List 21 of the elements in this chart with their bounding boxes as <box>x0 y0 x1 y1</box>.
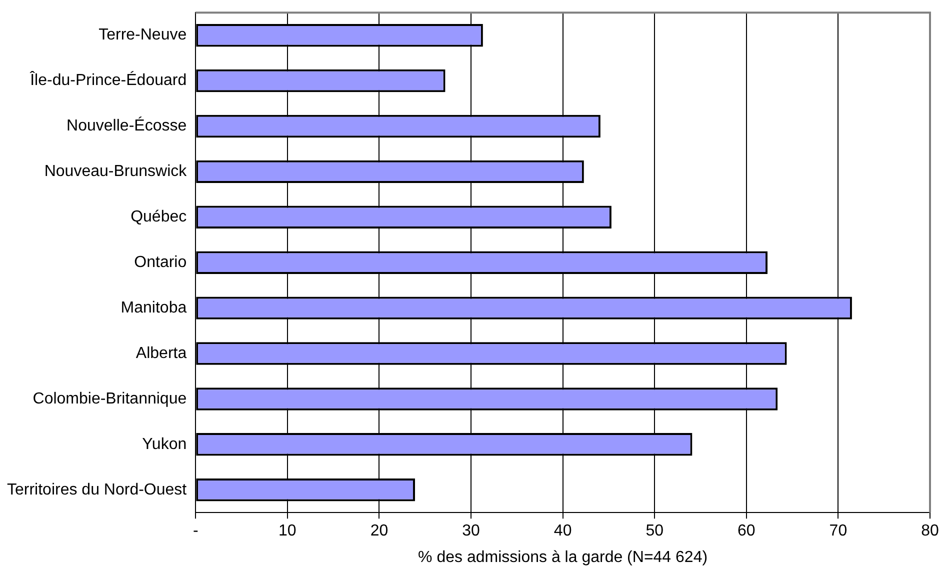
x-tick-label: 60 <box>738 522 756 540</box>
y-tick-label: Alberta <box>136 344 187 362</box>
x-tick-label: 30 <box>462 522 480 540</box>
x-axis-title: % des admissions à la garde (N=44 624) <box>418 548 708 566</box>
x-tick-label: 10 <box>278 522 296 540</box>
y-tick-label: Île-du-Prince-Édouard <box>29 71 187 90</box>
y-tick-label: Yukon <box>142 436 187 453</box>
y-tick-label: Nouvelle-Écosse <box>66 116 187 135</box>
x-tick-label: 40 <box>554 522 572 540</box>
y-tick-label: Nouveau-Brunswick <box>44 163 188 180</box>
y-tick-label: Territoires du Nord-Ouest <box>6 481 188 498</box>
y-tick-label: Colombie-Britannique <box>32 390 187 408</box>
x-tick-label: 20 <box>370 522 388 540</box>
y-tick-label: Terre-Neuve <box>98 26 187 44</box>
x-tick-label: 70 <box>829 522 848 540</box>
x-tick-label: 50 <box>646 522 664 540</box>
x-tick-label: 80 <box>921 522 939 540</box>
y-tick-label: Ontario <box>134 254 187 272</box>
y-tick-label: Manitoba <box>120 299 187 316</box>
y-tick-label: Québec <box>130 208 187 226</box>
x-tick-label: - <box>192 522 198 540</box>
